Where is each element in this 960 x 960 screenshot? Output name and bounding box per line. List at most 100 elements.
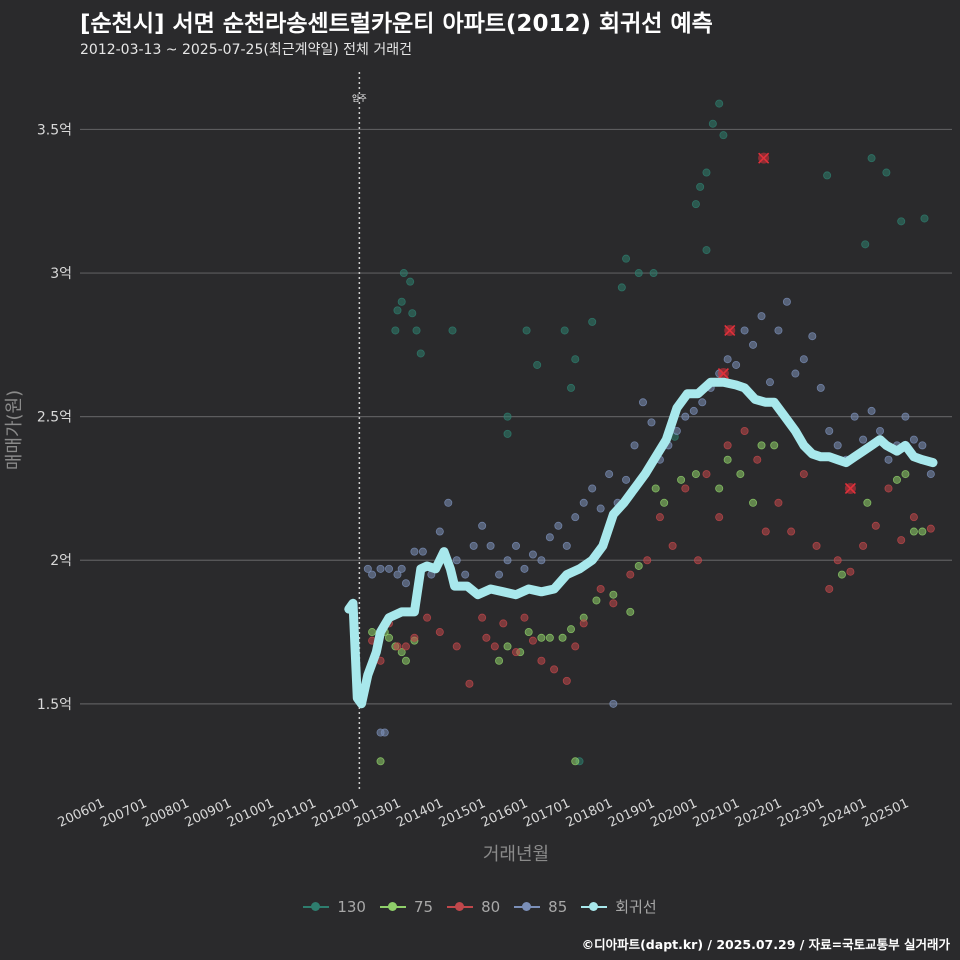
point-85 xyxy=(368,570,377,579)
point-130 xyxy=(397,297,406,306)
point-85 xyxy=(537,556,546,565)
point-85 xyxy=(825,426,834,435)
point-130 xyxy=(522,326,531,335)
legend-item: 회귀선 xyxy=(581,896,657,917)
point-80 xyxy=(401,642,410,651)
point-75 xyxy=(723,455,732,464)
axis-labels: 1.5억 2억 2.5억 3억 3.5억 200601200701200801200901… xyxy=(4,122,911,865)
point-85 xyxy=(859,435,868,444)
point-85 xyxy=(410,547,419,556)
point-80 xyxy=(681,484,690,493)
point-85 xyxy=(757,312,766,321)
point-75 xyxy=(567,625,576,634)
x-axis-title: 거래년월 xyxy=(483,844,549,865)
point-80 xyxy=(537,656,546,665)
point-75 xyxy=(537,633,546,642)
point-80 xyxy=(799,470,808,479)
point-80 xyxy=(520,613,529,622)
vline-label: 입주 xyxy=(352,94,367,103)
point-130 xyxy=(399,269,408,278)
x-tick-label: 200701 xyxy=(98,796,149,831)
highlighted-points xyxy=(717,152,856,495)
y-axis-title: 매매가(원) xyxy=(4,390,25,470)
legend-item: 85 xyxy=(514,898,567,916)
point-85 xyxy=(545,533,554,542)
point-80 xyxy=(550,665,559,674)
point-80 xyxy=(499,619,508,628)
x-tick-label: 201101 xyxy=(267,796,318,831)
point-80 xyxy=(410,633,419,642)
highlight-cross xyxy=(717,367,729,380)
x-tick-label: 201201 xyxy=(310,796,361,831)
x-tick-label: 202001 xyxy=(648,796,699,831)
point-80 xyxy=(846,567,855,576)
point-75 xyxy=(495,656,504,665)
point-80 xyxy=(694,556,703,565)
point-85 xyxy=(926,470,935,479)
point-85 xyxy=(833,441,842,450)
data-points xyxy=(363,99,935,766)
point-80 xyxy=(528,636,537,645)
point-80 xyxy=(833,556,842,565)
point-85 xyxy=(647,418,656,427)
point-85 xyxy=(782,297,791,306)
point-85 xyxy=(609,699,618,708)
point-75 xyxy=(376,757,385,766)
point-85 xyxy=(876,426,885,435)
point-130 xyxy=(412,326,421,335)
point-75 xyxy=(634,561,643,570)
point-85 xyxy=(638,398,647,407)
point-80 xyxy=(579,619,588,628)
x-tick-label: 200801 xyxy=(140,796,191,831)
point-85 xyxy=(461,570,470,579)
point-75 xyxy=(691,470,700,479)
x-tick-label: 201401 xyxy=(394,796,445,831)
point-75 xyxy=(592,596,601,605)
point-130 xyxy=(897,217,906,226)
move-in-line: 입주 xyxy=(352,72,367,790)
legend: 130 75 80 85 회귀선 xyxy=(0,896,960,917)
point-130 xyxy=(696,182,705,191)
point-75 xyxy=(571,757,580,766)
point-85 xyxy=(512,541,521,550)
point-75 xyxy=(558,633,567,642)
point-85 xyxy=(528,550,537,559)
point-80 xyxy=(761,527,770,536)
point-85 xyxy=(867,406,876,415)
point-130 xyxy=(406,277,415,286)
point-85 xyxy=(452,556,461,565)
legend-label: 80 xyxy=(481,897,501,916)
regression-path xyxy=(344,377,938,709)
grid-lines xyxy=(80,128,952,705)
point-130 xyxy=(691,200,700,209)
point-80 xyxy=(423,613,432,622)
point-85 xyxy=(579,498,588,507)
point-80 xyxy=(562,676,571,685)
legend-key-icon xyxy=(581,899,608,915)
point-80 xyxy=(435,628,444,637)
point-80 xyxy=(643,556,652,565)
point-85 xyxy=(571,513,580,522)
point-75 xyxy=(545,633,554,642)
point-80 xyxy=(884,484,893,493)
chart-title: [순천시] 서면 순천라송센트럴카운티 아파트(2012) 회귀선 예측 xyxy=(80,11,713,37)
point-130 xyxy=(920,214,929,223)
point-130 xyxy=(408,309,417,318)
point-75 xyxy=(401,656,410,665)
point-80 xyxy=(871,521,880,530)
point-85 xyxy=(799,355,808,364)
point-85 xyxy=(605,470,614,479)
point-75 xyxy=(892,475,901,484)
point-85 xyxy=(808,332,817,341)
point-130 xyxy=(719,131,728,140)
point-130 xyxy=(823,171,832,180)
point-80 xyxy=(668,541,677,550)
point-80 xyxy=(596,584,605,593)
chart-subtitle: 2012-03-13 ~ 2025-07-25(최근계약일) 전체 거래건 xyxy=(80,42,412,58)
point-85 xyxy=(749,340,758,349)
legend-item: 130 xyxy=(303,898,366,916)
x-tick-label: 201801 xyxy=(564,796,615,831)
point-85 xyxy=(723,355,732,364)
point-75 xyxy=(749,498,758,507)
point-80 xyxy=(926,524,935,533)
